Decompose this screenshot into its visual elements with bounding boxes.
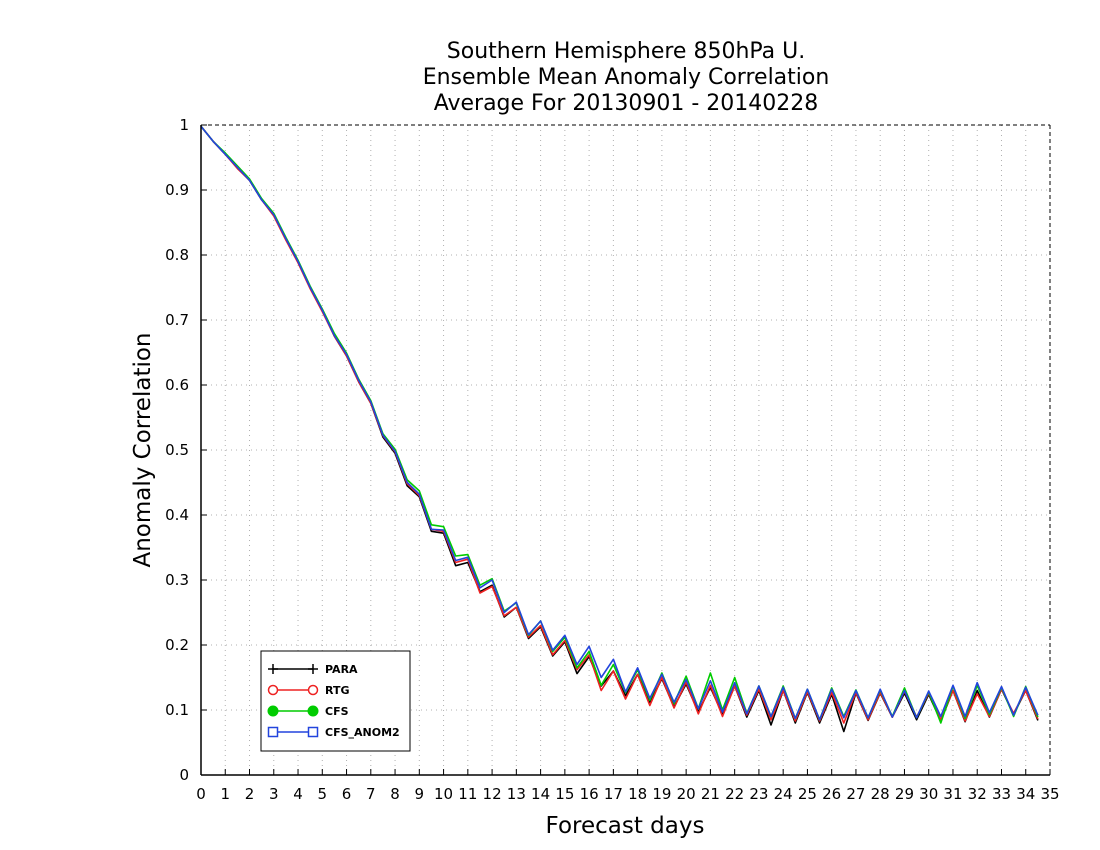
grid-lines xyxy=(201,125,1050,775)
chart-title-line-1: Southern Hemisphere 850hPa U. xyxy=(447,39,805,64)
legend-marker-square xyxy=(307,726,319,738)
x-tick-label: 6 xyxy=(342,785,352,803)
x-tick-label: 21 xyxy=(701,785,720,803)
x-tick-label: 15 xyxy=(555,785,574,803)
series-line-cfs xyxy=(200,125,1039,724)
series-layer xyxy=(200,125,1039,733)
x-tick-label: 31 xyxy=(943,785,962,803)
y-tick-label: 0 xyxy=(179,766,189,784)
x-tick-label: 25 xyxy=(798,785,817,803)
y-tick-label: 0.2 xyxy=(165,636,189,654)
x-tick-label: 26 xyxy=(822,785,841,803)
x-tick-label: 33 xyxy=(992,785,1011,803)
y-tick-label: 0.6 xyxy=(165,376,189,394)
series-line-cfs-anom2 xyxy=(200,125,1039,721)
chart-title-line-3: Average For 20130901 - 20140228 xyxy=(434,91,819,116)
x-tick-label: 20 xyxy=(677,785,696,803)
legend-marker-dot xyxy=(307,705,319,717)
y-tick-label: 0.9 xyxy=(165,181,189,199)
x-tick-label: 7 xyxy=(366,785,376,803)
x-tick-label: 2 xyxy=(245,785,255,803)
x-tick-label: 5 xyxy=(318,785,328,803)
legend-entry: CFS xyxy=(267,705,349,718)
x-tick-label: 13 xyxy=(507,785,526,803)
y-tick-label: 1 xyxy=(179,116,189,134)
legend-label: CFS_ANOM2 xyxy=(325,726,400,739)
series-line-para xyxy=(200,125,1039,733)
legend-entry: CFS_ANOM2 xyxy=(267,726,400,739)
legend-label: PARA xyxy=(325,663,358,676)
legend-box xyxy=(260,650,411,752)
y-tick-label: 0.5 xyxy=(165,441,189,459)
legend-entry: RTG xyxy=(267,684,350,697)
x-tick-label: 11 xyxy=(458,785,477,803)
x-tick-label: 3 xyxy=(269,785,279,803)
y-tick-label: 0.3 xyxy=(165,571,189,589)
x-tick-label: 9 xyxy=(415,785,425,803)
x-tick-label: 14 xyxy=(531,785,550,803)
x-tick-label: 30 xyxy=(919,785,938,803)
legend-label: CFS xyxy=(325,705,349,718)
x-tick-label: 29 xyxy=(895,785,914,803)
x-tick-label: 32 xyxy=(968,785,987,803)
x-tick-label: 4 xyxy=(293,785,303,803)
x-tick-label: 28 xyxy=(871,785,890,803)
x-tick-label: 34 xyxy=(1016,785,1035,803)
x-tick-label: 35 xyxy=(1040,785,1059,803)
x-tick-label: 27 xyxy=(846,785,865,803)
y-tick-label: 0.1 xyxy=(165,701,189,719)
x-tick-label: 22 xyxy=(725,785,744,803)
x-tick-label: 0 xyxy=(196,785,206,803)
x-axis-title: Forecast days xyxy=(546,813,705,839)
y-tick-label: 0.7 xyxy=(165,311,189,329)
x-tick-label: 24 xyxy=(774,785,793,803)
legend-marker-circle xyxy=(307,684,319,696)
x-tick-label: 19 xyxy=(652,785,671,803)
x-tick-label: 1 xyxy=(220,785,230,803)
chart-title-line-2: Ensemble Mean Anomaly Correlation xyxy=(423,65,830,90)
y-tick-label: 0.4 xyxy=(165,506,189,524)
x-tick-label: 16 xyxy=(580,785,599,803)
x-tick-label: 17 xyxy=(604,785,623,803)
x-tick-label: 10 xyxy=(434,785,453,803)
x-tick-label: 8 xyxy=(390,785,400,803)
legend-marker-dot xyxy=(267,705,279,717)
series-line-rtg xyxy=(200,125,1039,724)
legend-marker-circle xyxy=(267,684,279,696)
legend-entry: PARA xyxy=(268,663,358,676)
legend: PARA RTG CFS CFS_ANOM2 xyxy=(260,650,411,752)
x-tick-label: 18 xyxy=(628,785,647,803)
y-axis-title: Anomaly Correlation xyxy=(130,332,156,567)
legend-label: RTG xyxy=(325,684,350,697)
y-tick-label: 0.8 xyxy=(165,246,189,264)
axes: 0 1 2 3 4 5 6 7 8 9 10 11 12 13 14 15 16 17 18 19 20 21 22 23 24… xyxy=(165,116,1059,803)
legend-marker-square xyxy=(267,726,279,738)
x-tick-label: 23 xyxy=(749,785,768,803)
x-tick-label: 12 xyxy=(483,785,502,803)
